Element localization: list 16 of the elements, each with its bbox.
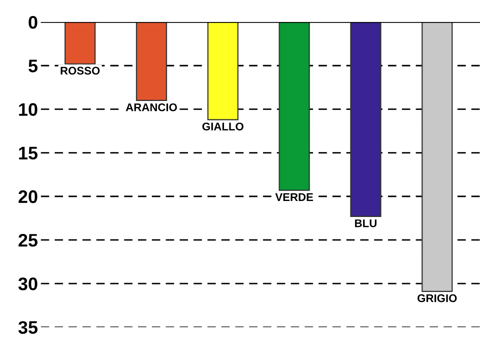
y-tick-label: 5 [28,60,38,72]
bar [136,22,168,102]
x-tick-label: GIALLO [202,122,244,130]
y-tick-label: 30 [18,277,38,290]
x-tick-label: GRIGIO [418,294,457,302]
x-tick-label: ROSSO [60,66,100,75]
y-tick-label: 25 [18,234,38,247]
y-tick-label: 15 [19,146,38,160]
x-tick-label: VERDE [275,193,314,201]
y-tick-label: 10 [19,103,38,116]
bar [278,22,310,191]
x-tick-label: BLU [355,219,376,228]
y-tick-label: 0 [28,16,38,29]
y-tick-label: 35 [18,321,38,334]
x-tick-label: ARANCIO [126,103,177,112]
y-tick-label: 20 [18,190,38,204]
